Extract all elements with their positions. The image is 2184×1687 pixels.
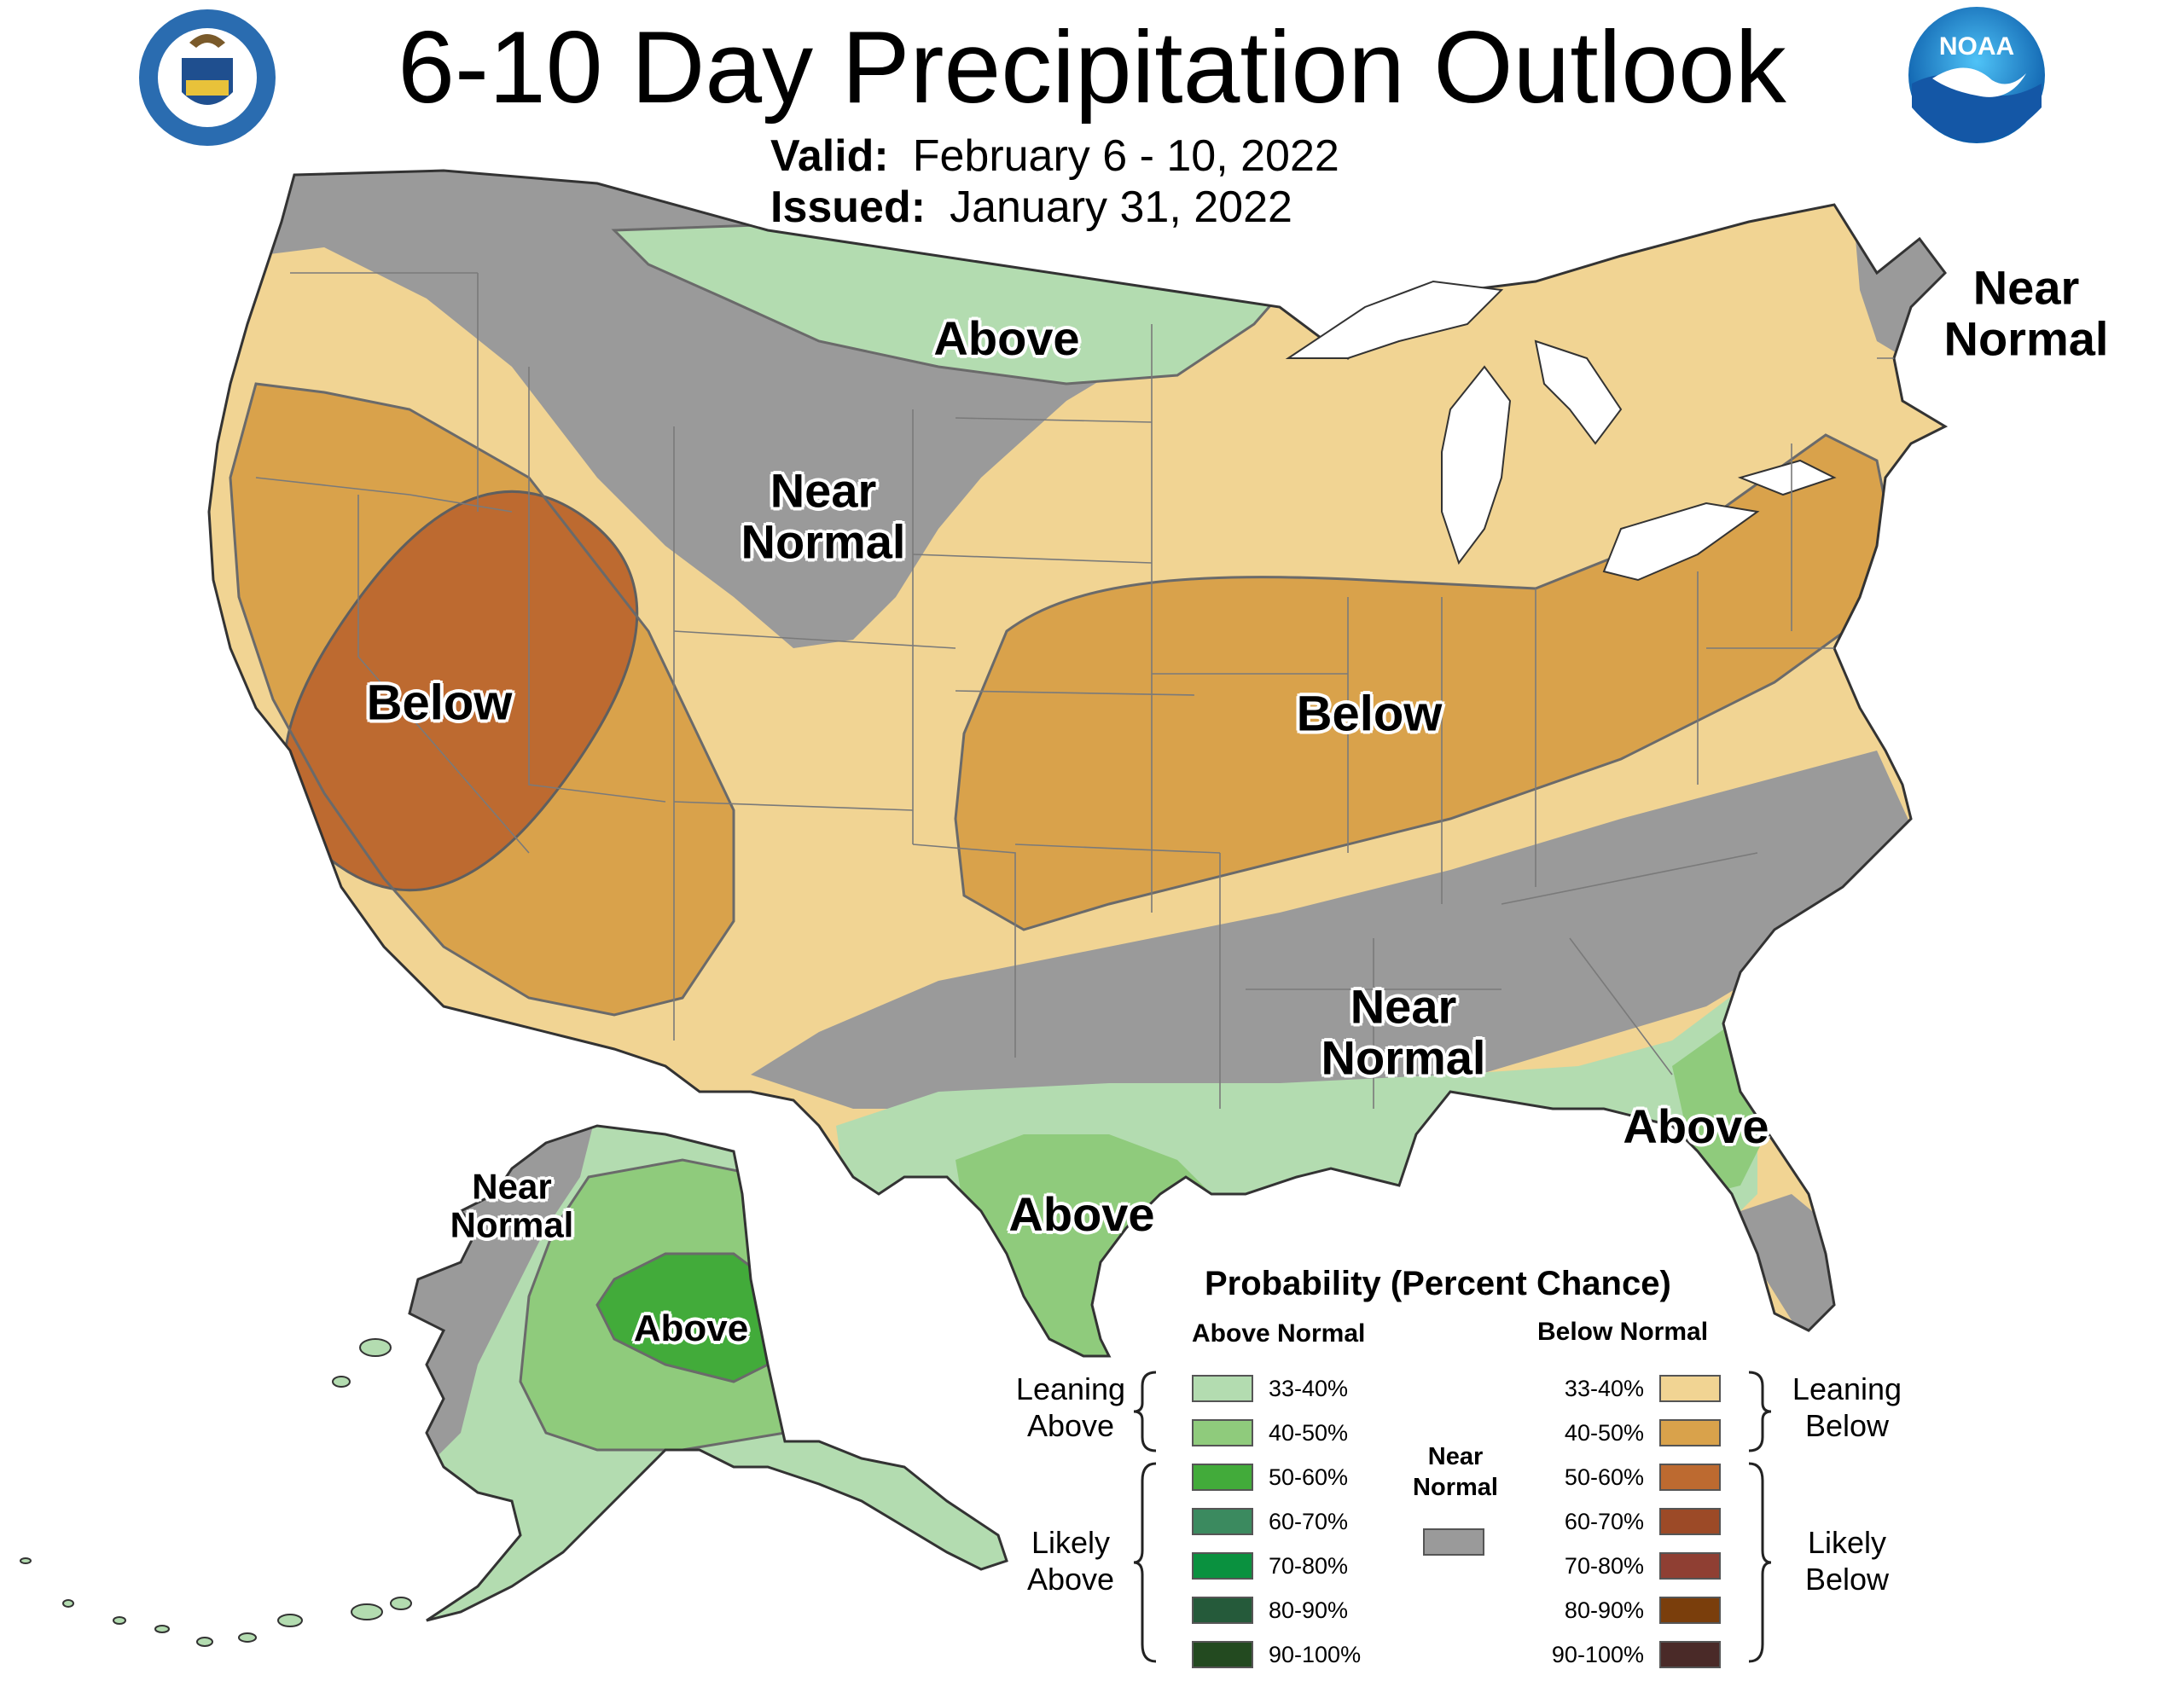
label-line: Near [1350, 979, 1457, 1034]
legend-above-range: 50-60% [1269, 1464, 1349, 1490]
state-borders [255, 272, 1945, 1109]
legend-side-line: Above [1026, 1408, 1115, 1444]
legend-below-swatch [1659, 1508, 1721, 1535]
label-line: Near [472, 1166, 552, 1207]
legend-above-swatch [1192, 1464, 1253, 1491]
legend-above-swatch [1192, 1597, 1253, 1624]
legend-below-swatch [1659, 1375, 1721, 1402]
legend-above-range: 90-100% [1269, 1642, 1362, 1667]
legend-leaning-below: Leaning Below [1787, 1371, 1907, 1444]
legend-side-line: Leaning [1792, 1371, 1902, 1406]
label-near-normal-northeast: Near Normal [1943, 260, 2109, 366]
legend-below-range: 33-40% [1564, 1376, 1644, 1401]
legend-above-swatch [1192, 1375, 1253, 1402]
legend-side-line: Likely [1807, 1525, 1887, 1560]
issued-date: Issued: January 31, 2022 [770, 182, 1292, 233]
label-line: Near [1972, 260, 2080, 315]
legend-below-swatch [1659, 1464, 1721, 1491]
legend-above-swatch [1192, 1552, 1253, 1580]
conus-shading [209, 171, 1945, 1356]
legend-side-line: Likely [1031, 1525, 1111, 1560]
great-lakes [1285, 280, 1837, 582]
legend-near-line: Normal [1413, 1474, 1498, 1502]
legend-likely-below: Likely Below [1787, 1524, 1907, 1597]
label-line: Near [770, 463, 877, 518]
legend-below-swatch [1659, 1552, 1721, 1580]
legend-side-line: Below [1804, 1562, 1890, 1597]
label-above-north-plains: Above [933, 310, 1080, 365]
legend-near-normal-swatch [1423, 1528, 1484, 1556]
legend-below-range: 40-50% [1564, 1420, 1644, 1446]
legend-above-swatch [1192, 1641, 1253, 1668]
brace-leaning-above-icon [1133, 1371, 1157, 1452]
legend-side-line: Leaning [1015, 1371, 1126, 1406]
label-line: Normal [1321, 1031, 1486, 1085]
legend-below-range: 50-60% [1564, 1464, 1644, 1490]
legend-near-normal-label: Near Normal [1406, 1441, 1505, 1504]
brace-leaning-below-icon [1748, 1371, 1772, 1452]
label-line: Normal [1943, 312, 2109, 366]
label-line: Normal [741, 515, 906, 569]
legend-below-swatch [1659, 1641, 1721, 1668]
label-above-texas: Above [1008, 1186, 1155, 1241]
legend-near-line: Near [1427, 1443, 1484, 1470]
valid-label: Valid: [770, 131, 889, 181]
issued-value: January 31, 2022 [950, 183, 1292, 232]
legend-above-swatch [1192, 1419, 1253, 1446]
label-below-central: Below [1296, 686, 1443, 742]
legend-below-range: 90-100% [1551, 1642, 1644, 1667]
brace-likely-below-icon [1748, 1462, 1772, 1663]
legend-below-range: 60-70% [1564, 1509, 1644, 1534]
legend-above-range: 60-70% [1269, 1509, 1349, 1534]
legend-above-swatch [1192, 1508, 1253, 1535]
valid-dates: Valid: February 6 - 10, 2022 [770, 130, 1339, 182]
department-of-commerce-seal-icon [139, 9, 276, 146]
legend-above-range: 80-90% [1269, 1597, 1349, 1623]
legend-side-line: Above [1026, 1562, 1115, 1597]
legend-below-swatch [1659, 1419, 1721, 1446]
legend-above-range: 70-80% [1269, 1553, 1349, 1579]
label-near-normal-south: Near Normal [1321, 979, 1486, 1085]
label-above-southeast: Above [1623, 1099, 1769, 1153]
legend-below-range: 80-90% [1564, 1597, 1644, 1623]
label-near-normal-alaska: Near Normal [450, 1166, 574, 1245]
legend-title: Probability (Percent Chance) [1205, 1265, 1671, 1302]
label-above-alaska: Above [633, 1307, 749, 1350]
brace-likely-above-icon [1133, 1462, 1157, 1663]
legend-likely-above: Likely Above [1011, 1524, 1130, 1597]
legend-below-range: 70-80% [1564, 1553, 1644, 1579]
label-below-west: Below [366, 675, 513, 731]
noaa-logo-icon: NOAA [1908, 7, 2045, 143]
legend-above-range: 33-40% [1269, 1376, 1349, 1401]
legend-below-swatch [1659, 1597, 1721, 1624]
label-near-normal-rockies: Near Normal [741, 463, 906, 569]
valid-value: February 6 - 10, 2022 [912, 131, 1339, 181]
label-line: Normal [450, 1205, 574, 1245]
noaa-text: NOAA [1939, 32, 2014, 61]
legend-side-line: Below [1804, 1408, 1890, 1444]
issued-label: Issued: [770, 183, 926, 232]
legend-above-header: Above Normal [1192, 1319, 1366, 1348]
aleutian-islands [20, 1338, 412, 1647]
page-title: 6-10 Day Precipitation Outlook [398, 10, 1786, 125]
legend-above-range: 40-50% [1269, 1420, 1349, 1446]
legend-below-header: Below Normal [1537, 1318, 1709, 1346]
legend-leaning-above: Leaning Above [1011, 1371, 1130, 1444]
